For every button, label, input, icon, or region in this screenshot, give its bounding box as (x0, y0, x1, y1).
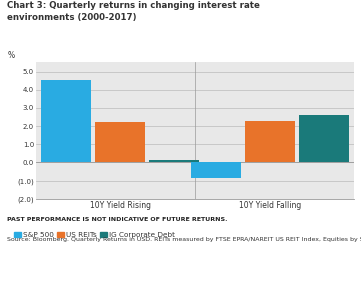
Bar (41, 80, 91, 162)
Bar (95, 122, 145, 162)
Bar (191, 162, 241, 178)
Bar (149, 160, 199, 162)
Legend: S&P 500, US REITs, IG Corporate Debt: S&P 500, US REITs, IG Corporate Debt (14, 232, 175, 239)
Text: Source: Bloomberg. Quarterly Returns in USD. REITs measured by FTSE EPRA/NAREIT : Source: Bloomberg. Quarterly Returns in … (7, 237, 361, 242)
Bar (245, 121, 295, 162)
Bar (299, 115, 349, 162)
Text: PAST PERFORMANCE IS NOT INDICATIVE OF FUTURE RETURNS.: PAST PERFORMANCE IS NOT INDICATIVE OF FU… (7, 217, 228, 222)
Text: %: % (8, 51, 15, 60)
Text: Chart 3: Quarterly returns in changing interest rate
environments (2000-2017): Chart 3: Quarterly returns in changing i… (7, 1, 260, 22)
